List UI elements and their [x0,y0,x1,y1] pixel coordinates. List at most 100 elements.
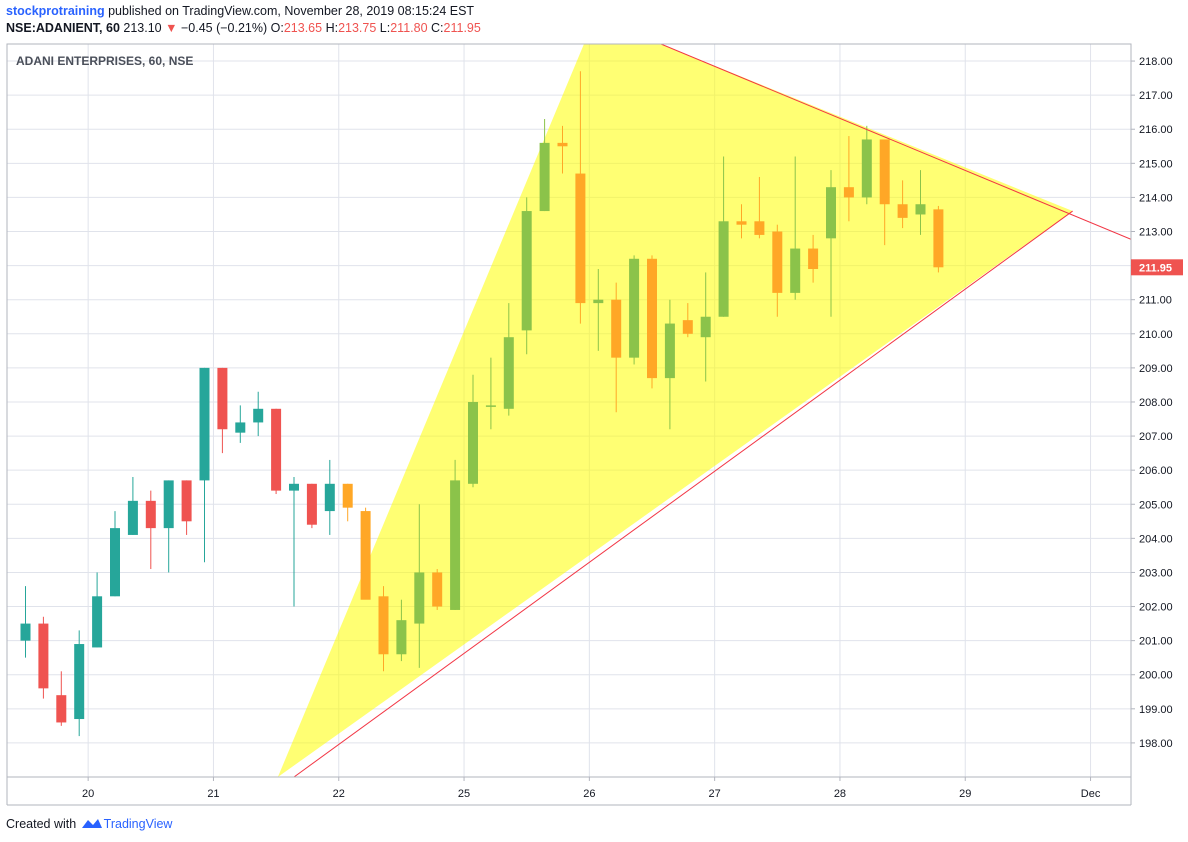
y-tick-label: 201.00 [1139,636,1173,648]
candle-body [342,483,353,508]
price-value: 213.10 [123,21,162,35]
time-axis[interactable]: 20 21 22 25 26 27 28 29 Dec [82,777,1101,800]
candle-body [217,367,228,430]
candle-body [253,408,264,423]
candle-body [843,187,854,198]
y-tick-label: 217.00 [1139,90,1173,102]
candle-body [56,695,67,723]
candle-body [38,623,49,689]
candle-body [181,480,192,522]
y-tick-label: 218.00 [1139,56,1173,68]
x-tick-label: 28 [834,788,846,800]
open-label: O: [270,21,284,35]
down-arrow-icon: ▼ [165,21,178,35]
trend-lines[interactable] [293,44,1153,777]
candle-body [718,221,729,317]
candle-body [163,480,174,529]
x-tick-label: 21 [207,788,219,800]
y-tick-label: 207.00 [1139,431,1173,443]
y-tick-label: 208.00 [1139,397,1173,409]
candle-body [432,572,443,607]
last-price-box [1131,259,1183,276]
candle-body [92,596,103,648]
change-value: −0.45 (−0.21%) [180,21,268,35]
x-tick-label: 22 [333,788,345,800]
open-value: 213.65 [283,21,323,35]
candle-body [808,248,819,270]
candle-body [450,480,461,610]
y-tick-label: 202.00 [1139,602,1173,614]
candle-body [879,139,890,205]
candle-body [127,500,138,535]
candle-body [235,422,246,433]
candle-body [539,142,550,212]
symbol-label: NSE:ADANIENT, 60 [6,21,120,35]
lower-trend-line[interactable] [293,210,1073,777]
triangle-pattern[interactable] [277,44,1073,777]
candle-body [20,623,31,641]
x-tick-label: 20 [82,788,94,800]
low-label: L: [379,21,391,35]
y-tick-label: 204.00 [1139,533,1173,545]
candle-body [414,572,425,624]
y-tick-label: 206.00 [1139,465,1173,477]
triangle-fill[interactable] [277,44,1073,777]
y-tick-label: 211.00 [1139,295,1172,307]
last-price-label: 211.95 [1139,262,1172,274]
candle-body [647,258,657,379]
candle-body [557,142,568,147]
candle-body [575,173,586,304]
candle-body [360,511,371,600]
close-label: C: [431,21,444,35]
candle-body [74,644,85,720]
candle-body [521,211,532,331]
chart-title: ADANI ENTERPRISES, 60, NSE [16,54,193,68]
x-tick-label: Dec [1081,788,1101,800]
candle-body [593,299,604,304]
candle-body [664,323,675,379]
candle-body [933,209,944,268]
candle-body [468,401,478,484]
upper-trend-line[interactable] [660,44,1153,249]
price-axis[interactable]: 198.00 199.00 200.00 201.00 202.00 203.00 204.… [1131,56,1173,750]
y-tick-label: 209.00 [1139,363,1173,375]
created-with-text: Created with [6,817,77,831]
candle-body [915,204,926,215]
tradingview-logo-icon [81,819,102,828]
close-value: 211.95 [443,21,481,35]
candle-body [306,483,317,525]
candle-body [790,248,801,293]
candle-body [503,337,514,409]
candle-body [682,320,693,334]
y-tick-label: 214.00 [1139,192,1173,204]
y-tick-label: 213.00 [1139,227,1173,239]
y-tick-label: 200.00 [1139,670,1173,682]
last-price-marker: 211.95 [1131,259,1183,276]
candle-body [271,408,282,491]
high-label: H: [325,21,339,35]
high-value: 213.75 [338,21,377,35]
ohlc-readout: NSE:ADANIENT, 60 213.10 ▼ −0.45 (−0.21%)… [6,21,481,35]
publish-text: published on TradingView.com, November 2… [104,4,475,18]
y-tick-label: 210.00 [1139,329,1173,341]
x-tick-label: 29 [959,788,971,800]
tradingview-link[interactable]: TradingView [103,817,173,831]
y-tick-label: 198.00 [1139,738,1173,750]
candle-body [324,483,335,512]
candle-body [611,299,622,358]
footer: Created with TradingView [6,816,172,831]
publish-info: stockprotraining published on TradingVie… [6,4,474,18]
candles [20,71,944,737]
y-tick-label: 199.00 [1139,704,1173,716]
candle-body [861,139,872,198]
candle-body [826,187,836,239]
candle-body [754,221,765,235]
author-link[interactable]: stockprotraining [6,4,105,18]
candle-body [485,405,496,407]
candle-body [772,231,783,293]
candle-body [289,483,299,491]
candle-body [199,367,210,481]
y-tick-label: 215.00 [1139,158,1173,170]
candle-body [736,221,747,225]
